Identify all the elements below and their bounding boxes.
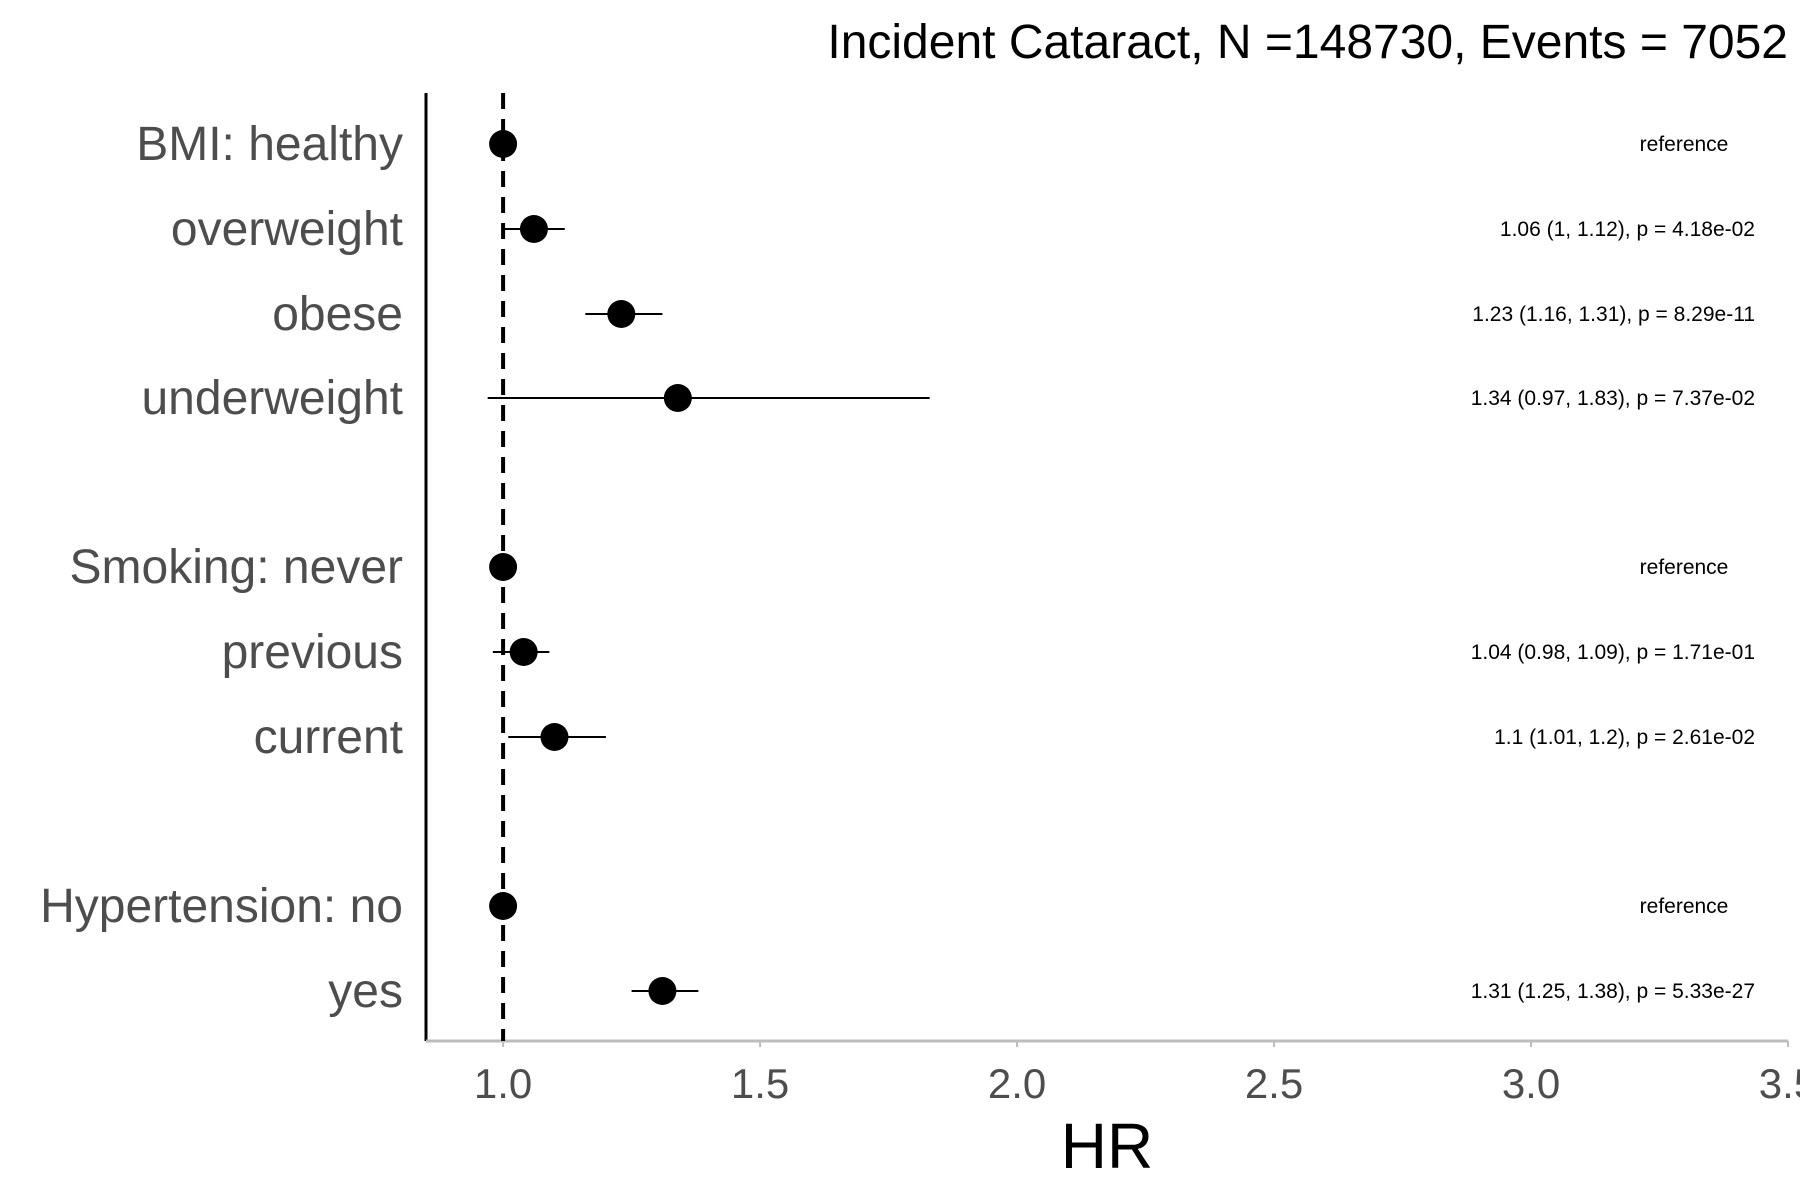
- row-annotation: reference: [1640, 133, 1729, 156]
- hr-point: [648, 977, 677, 1005]
- row-annotation: 1.06 (1, 1.12), p = 4.18e-02: [1500, 218, 1755, 241]
- row-annotation: 1.31 (1.25, 1.38), p = 5.33e-27: [1471, 980, 1755, 1003]
- row-label: Hypertension: no: [40, 880, 403, 933]
- hr-point: [489, 892, 518, 920]
- x-tick-label: 3.0: [1502, 1060, 1560, 1107]
- x-axis-title: HR: [1061, 1110, 1153, 1182]
- row-label: current: [254, 711, 403, 764]
- x-tick-label: 1.0: [474, 1060, 532, 1107]
- hr-point: [519, 215, 548, 243]
- hr-point: [509, 638, 538, 666]
- x-tick-label: 2.5: [1245, 1060, 1303, 1107]
- hr-point: [540, 723, 569, 751]
- row-annotation: 1.1 (1.01, 1.2), p = 2.61e-02: [1494, 726, 1755, 749]
- chart-title: Incident Cataract, N =148730, Events = 7…: [827, 16, 1788, 69]
- row-label: underweight: [141, 372, 403, 425]
- row-label: obese: [272, 288, 403, 341]
- row-label: overweight: [171, 203, 403, 256]
- x-tick-label: 2.0: [988, 1060, 1046, 1107]
- row-annotation: 1.34 (0.97, 1.83), p = 7.37e-02: [1471, 387, 1755, 410]
- row-label: previous: [222, 626, 403, 679]
- row-annotation: 1.23 (1.16, 1.31), p = 8.29e-11: [1472, 303, 1755, 326]
- row-annotation: 1.04 (0.98, 1.09), p = 1.71e-01: [1471, 641, 1755, 664]
- x-tick-label: 3.5: [1759, 1060, 1800, 1107]
- x-tick-label: 1.5: [731, 1060, 789, 1107]
- hr-point: [663, 384, 692, 412]
- hr-point: [607, 300, 636, 328]
- hr-point: [489, 553, 518, 581]
- row-label: BMI: healthy: [136, 118, 403, 171]
- row-annotation: reference: [1640, 895, 1729, 918]
- row-label: yes: [328, 965, 403, 1018]
- row-label: Smoking: never: [70, 541, 404, 594]
- plot-area: 1.0 1.5 2.0 2.5 3.0 3.5 BMI: healthy reference o…: [40, 93, 1800, 1107]
- hr-point: [489, 130, 518, 158]
- row-annotation: reference: [1640, 556, 1729, 579]
